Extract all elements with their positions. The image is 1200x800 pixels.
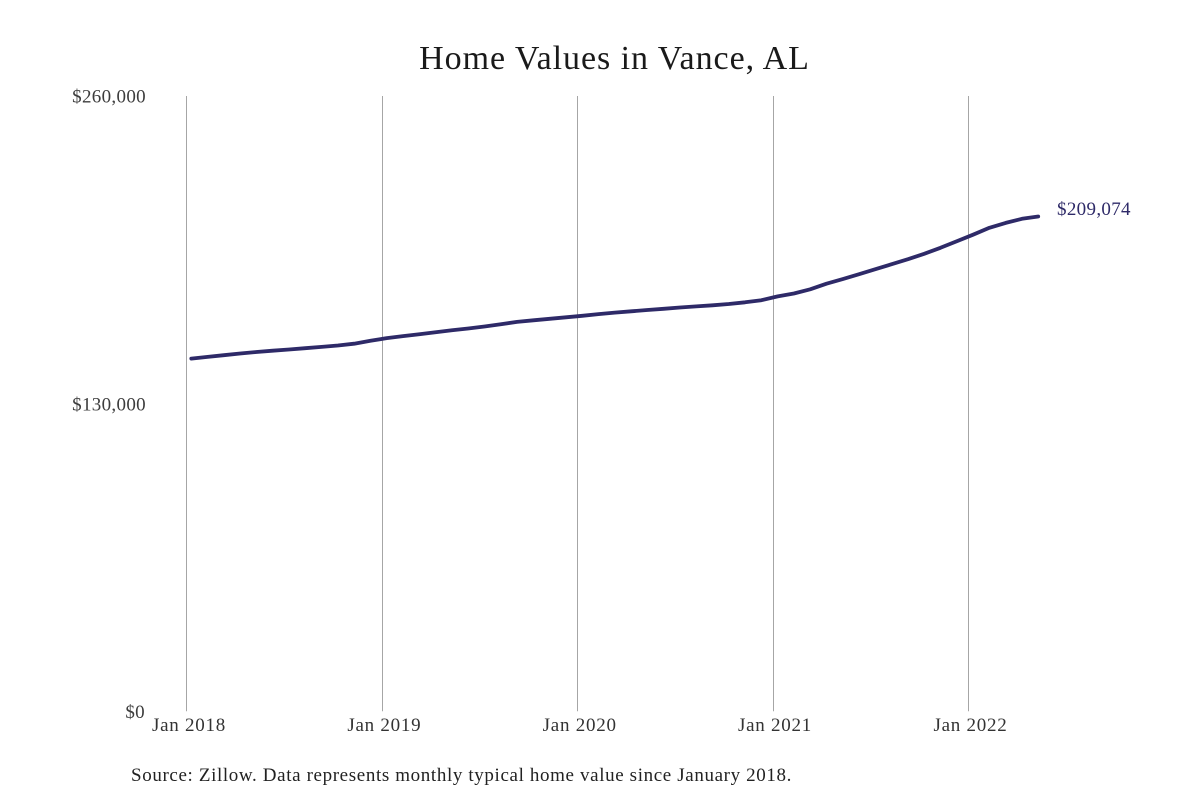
svg-text:Jan 2019: Jan 2019 <box>347 715 421 736</box>
svg-text:Jan 2018: Jan 2018 <box>152 715 226 736</box>
svg-text:$260,000: $260,000 <box>72 86 146 107</box>
svg-text:Jan 2020: Jan 2020 <box>543 715 617 736</box>
svg-text:$0: $0 <box>125 702 145 723</box>
svg-text:Source: Zillow. Data represent: Source: Zillow. Data represents monthly … <box>131 765 792 786</box>
svg-text:Home Values in Vance, AL: Home Values in Vance, AL <box>419 40 810 77</box>
svg-text:$130,000: $130,000 <box>72 394 146 415</box>
svg-text:$209,074: $209,074 <box>1057 199 1131 220</box>
svg-text:Jan 2022: Jan 2022 <box>933 715 1007 736</box>
svg-text:Jan 2021: Jan 2021 <box>738 715 812 736</box>
